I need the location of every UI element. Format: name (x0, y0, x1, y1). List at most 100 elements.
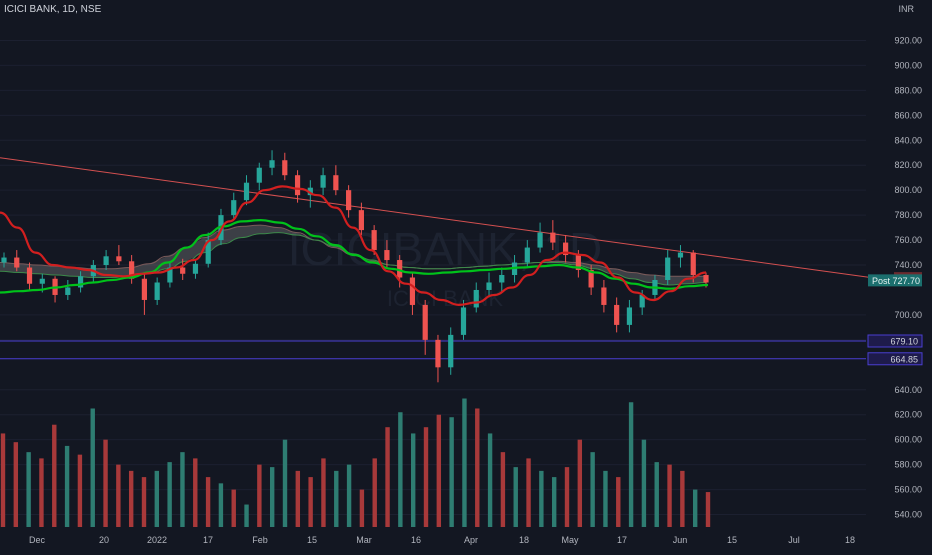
ma-fast-line (0, 185, 707, 307)
candle-body (626, 307, 633, 325)
candle-body (524, 247, 530, 263)
volume-bar (475, 408, 480, 527)
x-tick-label: Dec (29, 535, 46, 545)
candle-body (14, 257, 20, 268)
volume-bar (205, 477, 211, 527)
y-tick-label: 560.00 (894, 485, 922, 495)
x-tick-label: Jul (788, 535, 800, 545)
volume-bar (167, 462, 172, 527)
candle-body (422, 304, 428, 340)
post-price-prefix: Post (872, 276, 891, 286)
y-tick-label: 600.00 (894, 435, 922, 445)
y-tick-label: 900.00 (894, 60, 922, 70)
volume-bar (116, 464, 121, 527)
volume-bar (487, 433, 493, 527)
post-price-tag (868, 274, 922, 287)
y-tick-label: 540.00 (894, 510, 922, 520)
volume-bar (526, 458, 531, 527)
x-tick-label: 15 (307, 535, 317, 545)
volume-bar (321, 458, 326, 527)
x-tick-label: Mar (356, 535, 372, 545)
volume-bar (372, 458, 377, 527)
volume-bar (128, 470, 134, 527)
volume-bar (308, 477, 313, 527)
y-tick-label: 740.00 (894, 260, 922, 270)
hline-price-tag (867, 352, 923, 366)
candle-body (384, 250, 390, 261)
candle-body (154, 282, 160, 300)
y-tick-label: 620.00 (894, 410, 922, 420)
volume-bar (52, 424, 57, 527)
candle-body (307, 187, 313, 196)
volume-bar (359, 489, 365, 527)
x-tick-label: 18 (845, 535, 855, 545)
candle-body (243, 182, 250, 201)
x-tick-label: Jun (673, 535, 688, 545)
candle-body (601, 287, 607, 305)
volume-bar (141, 477, 147, 527)
symbol-header: ICICI BANK, 1D, NSE (4, 4, 102, 15)
y-tick-label: 780.00 (894, 210, 922, 220)
volume-bar (628, 402, 634, 527)
volume-bar (641, 439, 647, 527)
y-tick-label: 880.00 (894, 85, 922, 95)
y-tick-label: 820.00 (894, 160, 922, 170)
volume-bar (539, 470, 544, 527)
candle-body (448, 334, 454, 368)
x-tick-label: 16 (411, 535, 421, 545)
x-tick-label: 17 (203, 535, 213, 545)
watermark-symbol: ICICIBANK, 1D (288, 223, 602, 275)
hline-price-label: 679.10 (890, 336, 918, 346)
x-tick-label: 17 (617, 535, 627, 545)
volume-bar (705, 492, 711, 527)
volume-bar (500, 452, 506, 527)
candle-body (677, 252, 684, 258)
volume-bar (244, 504, 249, 527)
hline-price-tag (867, 334, 923, 348)
volume-bar (231, 489, 236, 527)
candle-body (486, 282, 492, 290)
volume-bar (282, 439, 288, 527)
candle-body (346, 190, 352, 211)
y-tick-label: 640.00 (894, 385, 922, 395)
candle-body (563, 242, 569, 256)
volume-bar (269, 467, 275, 527)
candle-body (269, 160, 275, 168)
volume-bar (257, 464, 262, 527)
candle-body (282, 160, 288, 176)
candle-body (639, 294, 645, 308)
volume-bar (385, 427, 390, 527)
x-tick-label: 18 (519, 535, 529, 545)
volume-bar (334, 470, 339, 527)
volume-bar (77, 454, 83, 527)
volume-bar (423, 427, 429, 527)
candle-body (460, 307, 467, 335)
volume-bar (103, 439, 108, 527)
volume-bar (39, 458, 44, 527)
x-tick-label: 15 (727, 535, 737, 545)
candle-body (39, 278, 45, 284)
candle-body (473, 289, 479, 308)
candle-body (409, 277, 416, 305)
y-tick-label: 860.00 (894, 110, 922, 120)
volume-bar (692, 489, 698, 527)
volume-bar (410, 433, 416, 527)
x-tick-label: Feb (252, 535, 268, 545)
y-tick-label: 580.00 (894, 460, 922, 470)
y-tick-label: 700.00 (894, 310, 922, 320)
currency-label: INR (898, 4, 915, 14)
volume-bar (295, 470, 301, 527)
candle-body (614, 304, 620, 325)
volume-bar (346, 464, 352, 527)
x-tick-label: Apr (464, 535, 478, 545)
candle-body (103, 256, 109, 266)
volume-bar (0, 433, 6, 527)
y-tick-label: 920.00 (894, 35, 922, 45)
volume-bar (64, 445, 70, 527)
candle-body (690, 252, 696, 276)
x-tick-label: 2022 (147, 535, 167, 545)
x-tick-label: May (561, 535, 579, 545)
volume-bar (90, 408, 95, 527)
